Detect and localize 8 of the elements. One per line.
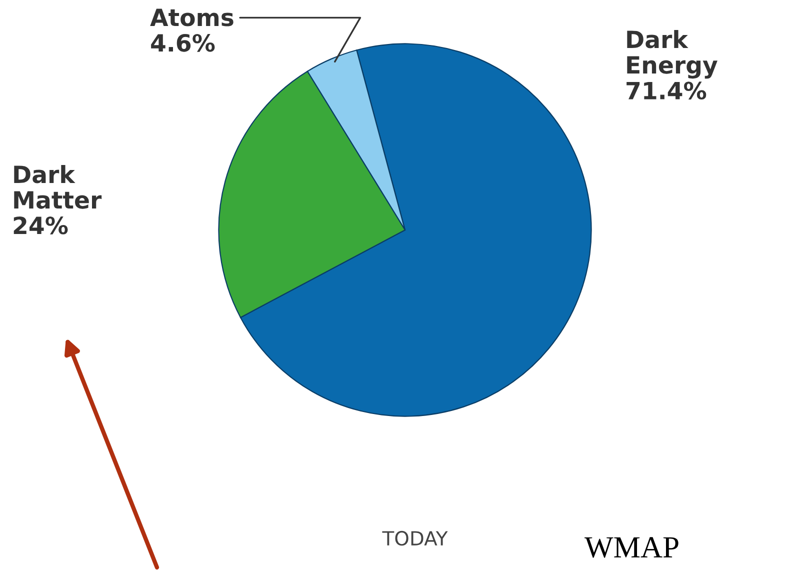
slice-label: Dark Energy — [627, 30, 718, 79]
slice-label: Atoms — [150, 8, 234, 26]
data-label: 4.6% — [151, 34, 215, 52]
text: WMAP — [584, 537, 678, 558]
slice-label: Dark Matter — [14, 165, 102, 209]
data-label: 71.4% — [626, 82, 706, 100]
data-label: 24% — [14, 216, 68, 234]
text: TODAY — [382, 530, 448, 546]
